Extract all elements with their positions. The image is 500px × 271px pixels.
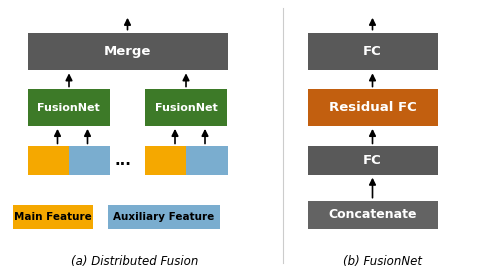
Text: ...: ... xyxy=(114,153,131,168)
Text: Concatenate: Concatenate xyxy=(328,208,417,221)
Text: Merge: Merge xyxy=(104,45,151,58)
Text: (a) Distributed Fusion: (a) Distributed Fusion xyxy=(72,255,198,268)
Text: FC: FC xyxy=(363,45,382,58)
FancyBboxPatch shape xyxy=(12,205,92,229)
FancyBboxPatch shape xyxy=(308,146,438,175)
FancyBboxPatch shape xyxy=(28,33,228,70)
FancyBboxPatch shape xyxy=(28,146,68,175)
FancyBboxPatch shape xyxy=(145,89,228,126)
FancyBboxPatch shape xyxy=(308,33,438,70)
Text: FC: FC xyxy=(363,154,382,167)
FancyBboxPatch shape xyxy=(308,89,438,126)
FancyBboxPatch shape xyxy=(28,89,110,126)
FancyBboxPatch shape xyxy=(308,201,438,229)
FancyBboxPatch shape xyxy=(145,146,186,175)
Text: FusionNet: FusionNet xyxy=(38,103,100,113)
Text: Residual FC: Residual FC xyxy=(328,101,416,114)
FancyBboxPatch shape xyxy=(108,205,220,229)
FancyBboxPatch shape xyxy=(68,146,110,175)
Text: Main Feature: Main Feature xyxy=(14,212,92,222)
Text: Auxiliary Feature: Auxiliary Feature xyxy=(113,212,214,222)
FancyBboxPatch shape xyxy=(186,146,228,175)
Text: FusionNet: FusionNet xyxy=(155,103,218,113)
Text: (b) FusionNet: (b) FusionNet xyxy=(343,255,422,268)
